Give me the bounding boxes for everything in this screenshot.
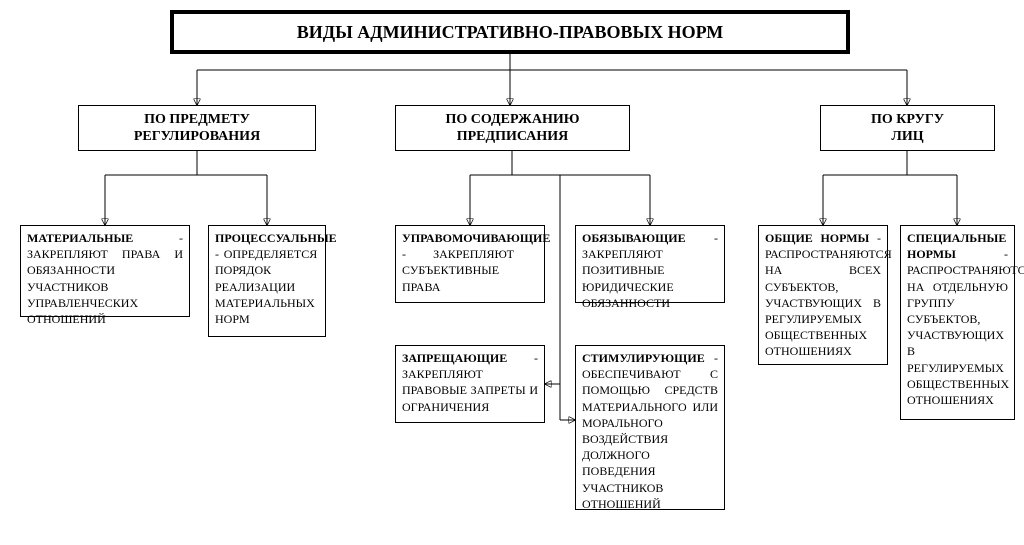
leaf-desc: - ЗАКРЕПЛЯЮТ СУБЪЕКТИВНЫЕ ПРАВА — [402, 247, 514, 293]
category-label: ПО КРУГУ — [871, 111, 944, 129]
category-content: ПО СОДЕРЖАНИЮ ПРЕДПИСАНИЯ — [395, 105, 630, 151]
category-label: ПО СОДЕРЖАНИЮ — [445, 111, 579, 129]
root-title: ВИДЫ АДМИНИСТРАТИВНО-ПРАВОВЫХ НОРМ — [170, 10, 850, 54]
leaf-special-norms: СПЕЦИАЛЬНЫЕ НОРМЫ - РАСПРОСТРАНЯЮТСЯ НА … — [900, 225, 1015, 420]
category-label: РЕГУЛИРОВАНИЯ — [134, 128, 260, 146]
leaf-term: МАТЕРИАЛЬНЫЕ — [27, 231, 133, 245]
category-subject: ПО ПРЕДМЕТУ РЕГУЛИРОВАНИЯ — [78, 105, 316, 151]
leaf-term: ОБЯЗЫВАЮЩИЕ — [582, 231, 686, 245]
leaf-obliging: ОБЯЗЫВАЮЩИЕ - ЗАКРЕПЛЯЮТ ПОЗИТИВНЫЕ ЮРИД… — [575, 225, 725, 303]
root-title-text: ВИДЫ АДМИНИСТРАТИВНО-ПРАВОВЫХ НОРМ — [297, 22, 724, 43]
leaf-desc: - РАСПРОСТРАНЯЮТСЯ НА ВСЕХ СУБЪЕКТОВ, УЧ… — [765, 231, 892, 358]
category-persons: ПО КРУГУ ЛИЦ — [820, 105, 995, 151]
leaf-term: ПРОЦЕССУАЛЬНЫЕ — [215, 231, 337, 245]
leaf-material: МАТЕРИАЛЬНЫЕ - ЗАКРЕПЛЯЮТ ПРАВА И ОБЯЗАН… — [20, 225, 190, 317]
category-label: ПО ПРЕДМЕТУ — [144, 111, 250, 129]
leaf-procedural: ПРОЦЕССУАЛЬНЫЕ - ОПРЕДЕЛЯЕТСЯ ПОРЯДОК РЕ… — [208, 225, 326, 337]
leaf-term: ЗАПРЕЩАЮЩИЕ — [402, 351, 507, 365]
leaf-desc: - РАСПРОСТРАНЯЮТСЯ НА ОТДЕЛЬНУЮ ГРУППУ С… — [907, 247, 1024, 407]
category-label: ЛИЦ — [891, 128, 923, 146]
diagram-canvas: ВИДЫ АДМИНИСТРАТИВНО-ПРАВОВЫХ НОРМ ПО ПР… — [0, 0, 1024, 545]
leaf-term: СТИМУЛИРУЮЩИЕ — [582, 351, 705, 365]
leaf-stimulating: СТИМУЛИРУЮЩИЕ - ОБЕСПЕЧИВАЮТ С ПОМОЩЬЮ С… — [575, 345, 725, 510]
leaf-common-norms: ОБЩИЕ НОРМЫ - РАСПРОСТРАНЯЮТСЯ НА ВСЕХ С… — [758, 225, 888, 365]
leaf-term: ОБЩИЕ НОРМЫ — [765, 231, 869, 245]
leaf-empowering: УПРАВОМОЧИВАЮЩИЕ - ЗАКРЕПЛЯЮТ СУБЪЕКТИВН… — [395, 225, 545, 303]
leaf-desc: - ОБЕСПЕЧИВАЮТ С ПОМОЩЬЮ СРЕДСТВ МАТЕРИА… — [582, 351, 718, 511]
leaf-desc: - ЗАКРЕПЛЯЮТ ПРАВА И ОБЯЗАННОСТИ УЧАСТНИ… — [27, 231, 183, 326]
leaf-term: УПРАВОМОЧИВАЮЩИЕ — [402, 231, 550, 245]
category-label: ПРЕДПИСАНИЯ — [457, 128, 569, 146]
leaf-prohibiting: ЗАПРЕЩАЮЩИЕ - ЗАКРЕПЛЯЮТ ПРАВОВЫЕ ЗАПРЕТ… — [395, 345, 545, 423]
leaf-desc: - ОПРЕДЕЛЯЕТСЯ ПОРЯДОК РЕАЛИЗАЦИИ МАТЕРИ… — [215, 247, 317, 326]
